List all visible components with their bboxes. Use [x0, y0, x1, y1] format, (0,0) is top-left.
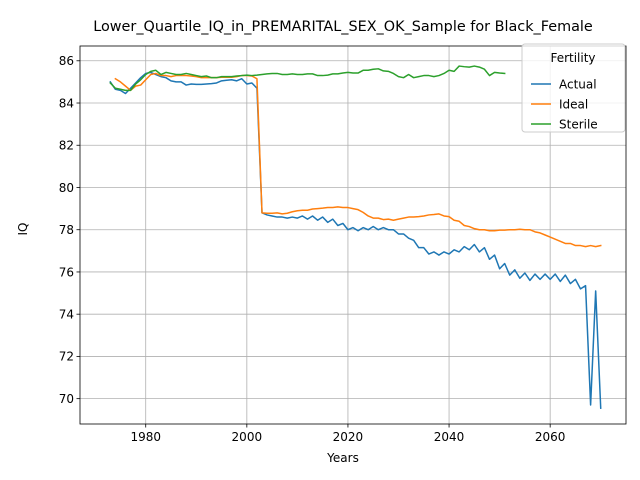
legend-label-actual: Actual [559, 77, 597, 91]
legend-title: Fertility [550, 51, 595, 65]
y-tick-label: 82 [59, 139, 74, 153]
x-tick-label: 2000 [232, 430, 263, 444]
series-layer [109, 65, 602, 409]
y-axis-ticks: 70 72 74 76 78 80 82 84 86 [59, 54, 80, 406]
x-tick-label: 2060 [535, 430, 566, 444]
series-line-sterile [109, 65, 506, 92]
y-tick-label: 86 [59, 54, 74, 68]
y-tick-label: 84 [59, 96, 74, 110]
y-tick-label: 70 [59, 392, 74, 406]
chart-title: Lower_Quartile_IQ_in_PREMARITAL_SEX_OK_S… [93, 19, 593, 35]
y-tick-label: 76 [59, 265, 74, 279]
y-tick-label: 74 [59, 307, 74, 321]
legend-box [521, 43, 626, 133]
y-axis-label: IQ [16, 223, 30, 236]
x-axis-label: Years [326, 451, 359, 465]
y-tick-label: 80 [59, 181, 74, 195]
x-tick-label: 2040 [434, 430, 465, 444]
legend: Fertility Actual Ideal Sterile [521, 43, 626, 133]
x-axis-ticks: 1980 2000 2020 2040 2060 [130, 424, 565, 444]
x-tick-label: 1980 [130, 430, 161, 444]
series-line-ideal [114, 72, 602, 248]
legend-label-sterile: Sterile [559, 117, 598, 131]
plot-frame [79, 45, 627, 425]
x-tick-label: 2020 [333, 430, 364, 444]
y-tick-label: 78 [59, 223, 74, 237]
legend-label-ideal: Ideal [559, 97, 588, 111]
series-line-actual [109, 71, 602, 409]
y-tick-label: 72 [59, 350, 74, 364]
